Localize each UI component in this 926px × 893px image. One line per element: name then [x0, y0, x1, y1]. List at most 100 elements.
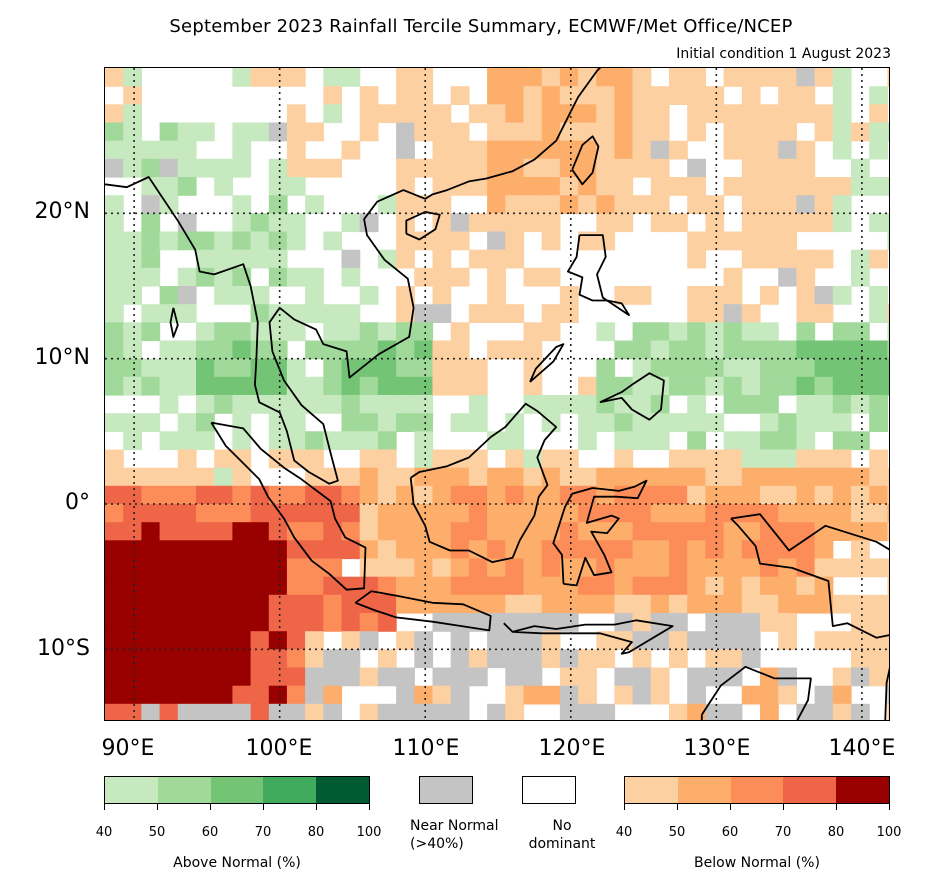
tercile-cell	[778, 158, 797, 178]
tercile-cell	[214, 522, 233, 541]
tercile-cell	[741, 304, 761, 323]
tercile-cell	[177, 703, 197, 720]
tercile-cell	[778, 140, 797, 160]
tercile-cell	[851, 485, 870, 505]
tercile-cell	[105, 158, 124, 178]
chart-title: September 2023 Rainfall Tercile Summary,…	[169, 16, 793, 37]
tercile-cell	[359, 613, 379, 632]
tercile-cell	[669, 449, 688, 469]
tercile-cell	[578, 104, 597, 124]
tercile-cell	[796, 177, 816, 196]
tercile-cell	[305, 195, 324, 214]
tercile-cell	[232, 231, 252, 251]
tercile-cell	[414, 158, 434, 178]
tercile-cell	[414, 322, 434, 342]
tercile-cell	[105, 413, 124, 432]
tercile-cell	[760, 449, 779, 469]
tercile-cell	[778, 86, 797, 105]
tercile-cell	[741, 213, 761, 233]
tercile-cell	[614, 576, 634, 596]
lon-label-130e: 130°E	[683, 736, 751, 761]
tercile-cell	[832, 431, 852, 451]
tercile-cell	[341, 485, 361, 505]
tercile-cell	[305, 449, 324, 469]
tercile-cell	[705, 649, 725, 669]
tercile-cell	[432, 522, 452, 541]
tercile-cell	[596, 395, 616, 414]
tercile-cell	[851, 667, 870, 687]
tercile-cell	[541, 86, 561, 105]
tercile-cell	[487, 68, 506, 87]
tercile-cell	[232, 631, 252, 650]
tercile-cell	[341, 68, 361, 87]
tercile-cell	[487, 504, 506, 523]
tercile-cell	[523, 358, 543, 378]
tercile-cell	[541, 68, 561, 87]
tercile-cell	[177, 594, 197, 614]
tercile-cell	[778, 340, 797, 360]
tercile-cell	[305, 267, 324, 287]
tercile-cell	[432, 158, 452, 178]
tercile-cell	[159, 594, 179, 614]
tercile-cell	[632, 104, 652, 124]
tercile-cell	[741, 195, 761, 214]
tercile-cell	[232, 358, 252, 378]
tercile-cell	[177, 431, 197, 451]
tercile-cell	[596, 195, 616, 214]
tercile-cell	[268, 613, 288, 632]
tercile-cell	[487, 231, 506, 251]
tercile-cell	[869, 286, 888, 305]
tercile-cell	[487, 104, 506, 124]
tercile-cell	[487, 594, 506, 614]
tercile-cell	[159, 395, 179, 414]
tercile-cell	[669, 68, 688, 87]
tercile-cell	[177, 140, 197, 160]
tercile-cell	[396, 631, 415, 650]
tercile-cell	[305, 540, 324, 560]
tercile-cell	[177, 558, 197, 578]
below-tick: 50	[668, 825, 686, 840]
tercile-cell	[305, 395, 324, 414]
tercile-cell	[741, 122, 761, 142]
tercile-cell	[214, 286, 233, 305]
tercile-cell	[323, 540, 343, 560]
graticule	[105, 68, 889, 720]
tercile-cell	[559, 613, 579, 632]
tercile-cell	[414, 413, 434, 432]
tercile-cell	[214, 540, 233, 560]
tercile-cell	[650, 122, 670, 142]
tercile-cell	[196, 703, 215, 720]
tercile-cell	[614, 449, 634, 469]
tercile-cell	[705, 413, 725, 432]
tercile-cell	[523, 68, 543, 87]
tercile-cell	[650, 576, 670, 596]
tercile-cell	[505, 340, 525, 360]
tercile-cell	[468, 540, 488, 560]
tercile-cell	[396, 140, 415, 160]
tercile-cell	[541, 504, 561, 523]
tercile-cell	[541, 104, 561, 124]
below-50-60-swatch	[677, 777, 731, 803]
tercile-cell	[141, 304, 161, 323]
tercile-cell	[432, 504, 452, 523]
tercile-cell	[851, 522, 870, 541]
tercile-cell	[232, 667, 252, 687]
tercile-cell	[123, 140, 142, 160]
tercile-cell	[632, 158, 652, 178]
tercile-cell	[687, 286, 706, 305]
tercile-cell	[760, 395, 779, 414]
tercile-cell	[468, 485, 488, 505]
tercile-cell	[778, 177, 797, 196]
tercile-cell	[159, 231, 179, 251]
tercile-cell	[232, 703, 252, 720]
tercile-cell	[614, 395, 634, 414]
tercile-cell	[487, 649, 506, 669]
tercile-cell	[796, 195, 816, 214]
tercile-cell	[796, 504, 816, 523]
tercile-cell	[523, 140, 543, 160]
australia	[700, 665, 812, 720]
tercile-cell	[159, 431, 179, 451]
tercile-cell	[414, 649, 434, 669]
tercile-cell	[814, 376, 834, 396]
tercile-cell	[796, 431, 816, 451]
